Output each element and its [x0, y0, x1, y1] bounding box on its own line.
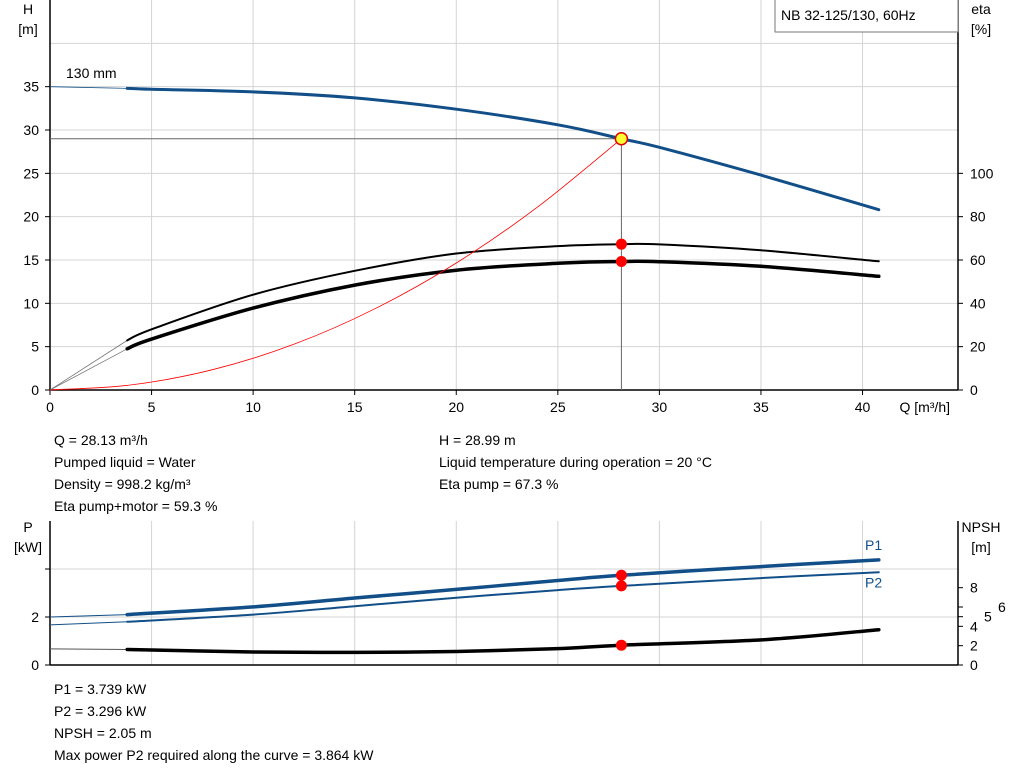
x-tick-label: 25 [550, 399, 566, 415]
y-tick-label: 0 [31, 382, 39, 398]
eta-pump-motor-curve [125, 259, 881, 351]
x-tick-label: 35 [753, 399, 769, 415]
duty-point-head [614, 132, 629, 146]
y-axis-label-name: P [23, 519, 32, 535]
p2-extrapolation [49, 621, 128, 626]
p1-extrapolation [49, 614, 128, 618]
y2-tick-label: 80 [970, 209, 986, 225]
y2-axis-label-name: NPSH [962, 519, 1001, 535]
y2-tick-label: 2 [970, 638, 978, 654]
readout-liquid: Pumped liquid = Water [54, 454, 196, 470]
H-extrapolation [49, 86, 128, 89]
legend-box [774, 0, 959, 33]
readout-npsh: NPSH = 2.05 m [54, 725, 152, 741]
p2-series-label: P2 [865, 574, 882, 590]
readout-top-left: Q = 28.13 m³/h Pumped liquid = Water Den… [54, 429, 217, 517]
readout-p1: P1 = 3.739 kW [54, 681, 147, 697]
y-tick-label: 35 [23, 79, 39, 95]
y-tick-label: 20 [23, 209, 39, 225]
y2-tick-label: 0 [970, 382, 978, 398]
y-axis-label-unit: [kW] [14, 539, 42, 555]
readout-head: H = 28.99 m [439, 432, 516, 448]
duty-point-npsh [615, 639, 627, 651]
duty-point-p2 [615, 580, 627, 592]
npsh-extrapolation [49, 648, 128, 651]
readout-density: Density = 998.2 kg/m³ [54, 476, 191, 492]
y-tick-label: 0 [31, 657, 39, 673]
x-tick-label: 20 [448, 399, 464, 415]
y2-tick-label: 20 [970, 339, 986, 355]
H-curve [125, 86, 881, 212]
readout-bottom: P1 = 3.739 kW P2 = 3.296 kW NPSH = 2.05 … [54, 678, 373, 766]
x-tick-label: 40 [855, 399, 871, 415]
y2-tick-label: 8 [970, 580, 978, 596]
y2-tick-label: 40 [970, 295, 986, 311]
y2-tick-label: 100 [970, 165, 994, 181]
y2-tick-label: 0 [970, 657, 978, 673]
readout-flow: Q = 28.13 m³/h [54, 432, 148, 448]
system-curve [49, 138, 622, 391]
x-tick-label: 0 [46, 399, 54, 415]
p1-series-label: P1 [865, 537, 882, 553]
duty-point-p1 [615, 569, 627, 581]
x-tick-label: 30 [652, 399, 668, 415]
y-tick-label: 5 [31, 339, 39, 355]
y2-tick-label: 5 [984, 609, 992, 625]
readout-temperature: Liquid temperature during operation = 20… [439, 454, 712, 470]
readout-p2: P2 = 3.296 kW [54, 703, 147, 719]
y-axis-label-unit: [m] [18, 21, 37, 37]
performance-chart: 0 5 10 15 20 25 30 35 0 20 40 60 80 100 0 5 10 15 20 25 30 35… [18, 0, 994, 415]
power-npsh-chart: 0 2 0 2 456 8 P [kW] NPSH [m] P1 P2 [14, 519, 1006, 673]
y-tick-label: 25 [23, 165, 39, 181]
y-tick-label: 10 [23, 295, 39, 311]
x-tick-label: 10 [245, 399, 261, 415]
y-tick-label: 2 [31, 609, 39, 625]
x-axis-label: Q [m³/h] [899, 399, 950, 415]
y2-axis-label-name: eta [971, 1, 991, 17]
readout-eta-pump: Eta pump = 67.3 % [439, 476, 559, 492]
readout-max-p2: Max power P2 required along the curve = … [54, 747, 374, 763]
y2-tick-label: 6 [998, 599, 1006, 615]
y2-axis-label-unit: [m] [971, 539, 990, 555]
duty-point-eta-pump [615, 238, 627, 250]
p1-curve [125, 558, 881, 617]
y2-tick-label: 4 [970, 618, 978, 634]
legend-box-text: NB 32-125/130, 60Hz [781, 7, 916, 23]
duty-point-eta-pump-motor [615, 256, 627, 268]
readout-top-right: H = 28.99 m Liquid temperature during op… [439, 429, 712, 495]
p2-curve [126, 571, 880, 623]
y2-tick-label: 60 [970, 252, 986, 268]
readout-eta-pump-motor: Eta pump+motor = 59.3 % [54, 498, 218, 514]
y-tick-label: 30 [23, 122, 39, 138]
eta-pump-motor-extrapolation [49, 348, 128, 391]
eta-pump-curve [126, 242, 880, 342]
y-tick-label: 15 [23, 252, 39, 268]
eta-pump-extrapolation [49, 340, 128, 391]
y2-axis-label-unit: [%] [971, 21, 991, 37]
npsh-curve [125, 627, 881, 655]
impeller-diameter-label: 130 mm [66, 65, 117, 81]
y-axis-label-name: H [23, 1, 33, 17]
x-tick-label: 5 [148, 399, 156, 415]
x-tick-label: 15 [347, 399, 363, 415]
